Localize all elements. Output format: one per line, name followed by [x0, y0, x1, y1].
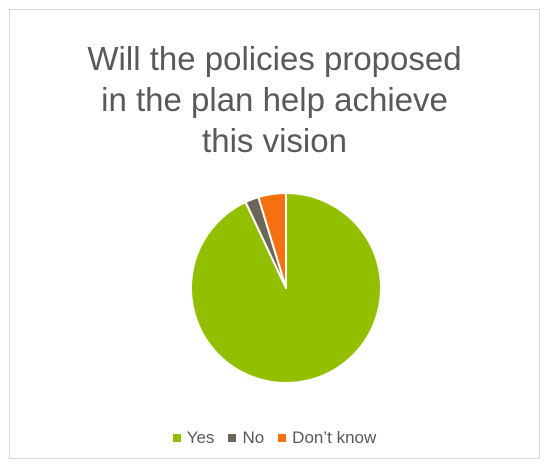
legend-swatch-yes — [172, 434, 181, 442]
legend-item-yes: Yes — [172, 428, 215, 448]
legend: Yes No Don’t know — [10, 428, 539, 448]
legend-label-no: No — [242, 428, 265, 447]
pie-chart — [190, 192, 382, 384]
chart-title: Will the policies proposed in the plan h… — [10, 38, 539, 161]
legend-swatch-no — [228, 434, 237, 442]
title-line-2: in the plan help achieve — [101, 81, 448, 118]
legend-label-yes: Yes — [186, 428, 215, 447]
legend-item-no: No — [228, 428, 264, 448]
legend-item-dont-know: Don’t know — [278, 428, 376, 448]
pie-slice-dont-know — [257, 192, 287, 289]
chart-frame: Will the policies proposed in the plan h… — [9, 9, 540, 459]
legend-label-dont-know: Don’t know — [292, 428, 377, 447]
legend-swatch-dont-know — [278, 434, 287, 442]
title-line-1: Will the policies proposed — [87, 40, 462, 77]
title-line-3: this vision — [202, 122, 347, 159]
